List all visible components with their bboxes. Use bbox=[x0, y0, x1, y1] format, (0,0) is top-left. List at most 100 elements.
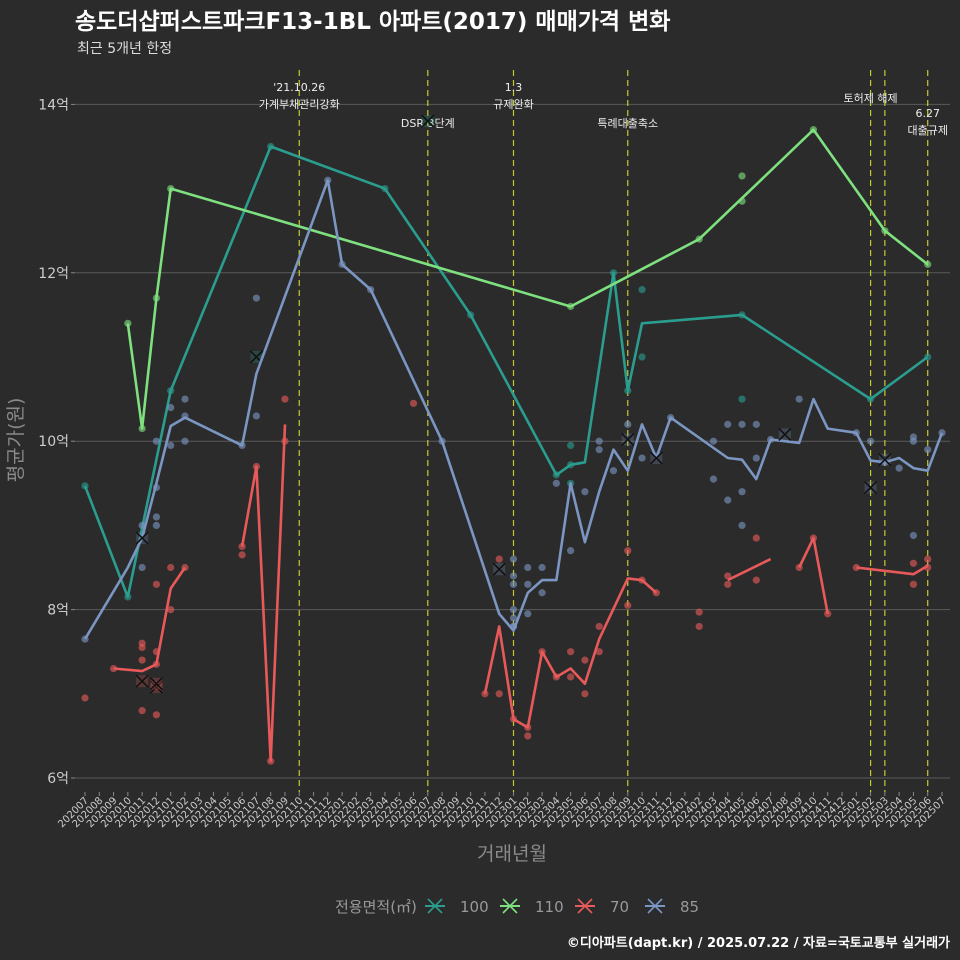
series-line bbox=[856, 564, 929, 576]
cancelled-mark bbox=[492, 562, 506, 576]
data-point bbox=[138, 707, 146, 715]
data-point bbox=[167, 563, 175, 572]
series-line bbox=[83, 178, 944, 640]
y-axis: 6억 8억 10억 12억 14억 bbox=[38, 97, 75, 787]
event-label: 가계부채관리강화 bbox=[259, 98, 340, 111]
data-point bbox=[167, 606, 175, 614]
caption: ©디아파트(dapt.kr) / 2025.07.22 / 자료=국토교통부 실… bbox=[567, 935, 950, 951]
y-tick-label: 14억 bbox=[38, 97, 69, 113]
data-point bbox=[552, 479, 560, 487]
data-point bbox=[795, 395, 803, 403]
data-point bbox=[724, 580, 732, 588]
event-label: 1.3 bbox=[505, 81, 523, 94]
series-line bbox=[126, 128, 929, 430]
data-point bbox=[152, 711, 161, 719]
data-point bbox=[152, 437, 161, 445]
legend-label: 110 bbox=[535, 898, 564, 916]
data-point bbox=[924, 555, 932, 563]
data-point bbox=[581, 656, 589, 664]
cancelled-mark bbox=[249, 350, 263, 364]
y-axis-title: 평균가(원) bbox=[5, 398, 27, 483]
data-point bbox=[509, 614, 518, 622]
data-point bbox=[567, 547, 575, 555]
data-point bbox=[281, 395, 289, 403]
data-point bbox=[738, 521, 746, 530]
cancelled-mark bbox=[135, 674, 149, 688]
y-tick-label: 12억 bbox=[38, 266, 69, 282]
cancelled-mark bbox=[135, 531, 149, 545]
legend: 전용면적(㎡) 100 110 70 85 bbox=[335, 898, 699, 916]
plot-panel bbox=[75, 70, 950, 792]
data-point bbox=[895, 464, 903, 472]
cancelled-mark bbox=[878, 453, 892, 467]
data-point bbox=[167, 403, 175, 412]
series-70 bbox=[81, 395, 932, 765]
data-point bbox=[638, 286, 646, 294]
legend-title: 전용면적(㎡) bbox=[335, 898, 417, 916]
data-point bbox=[167, 441, 175, 450]
data-point bbox=[81, 694, 89, 702]
data-point bbox=[567, 673, 575, 681]
data-point bbox=[138, 639, 146, 647]
data-point bbox=[752, 534, 760, 542]
event-label: DSR 3단계 bbox=[401, 117, 455, 130]
data-point bbox=[495, 690, 503, 698]
data-point bbox=[152, 513, 161, 521]
data-point bbox=[909, 580, 918, 588]
data-point bbox=[524, 580, 532, 588]
series-line bbox=[798, 536, 829, 615]
data-point bbox=[252, 294, 260, 302]
cancelled-mark bbox=[149, 677, 163, 691]
data-point bbox=[138, 563, 146, 572]
cancelled-mark bbox=[649, 451, 663, 465]
data-point bbox=[624, 547, 632, 555]
data-point bbox=[738, 172, 746, 180]
data-point bbox=[752, 454, 760, 462]
data-point bbox=[509, 606, 518, 614]
legend-label: 100 bbox=[460, 898, 489, 916]
y-tick-label: 10억 bbox=[38, 434, 69, 450]
y-tick-label: 8억 bbox=[47, 603, 69, 619]
data-point bbox=[181, 437, 189, 445]
cancelled-mark bbox=[621, 432, 635, 447]
event-label: '21.10.26 bbox=[273, 81, 325, 94]
data-point bbox=[638, 353, 646, 361]
data-point bbox=[638, 454, 646, 462]
data-point bbox=[181, 395, 189, 403]
data-point bbox=[909, 437, 918, 445]
series-100 bbox=[81, 114, 932, 601]
data-point bbox=[252, 412, 260, 420]
data-point bbox=[409, 399, 418, 407]
data-point bbox=[567, 648, 575, 656]
data-point bbox=[738, 395, 746, 403]
data-point bbox=[709, 437, 718, 445]
data-point bbox=[524, 732, 532, 740]
data-point bbox=[695, 608, 703, 616]
data-point bbox=[924, 446, 932, 454]
cancelled-mark bbox=[421, 114, 435, 128]
series-line bbox=[483, 577, 658, 729]
event-label: 6.27 bbox=[915, 107, 940, 120]
data-point bbox=[581, 488, 589, 496]
event-label: 규제완화 bbox=[493, 98, 533, 111]
data-point bbox=[738, 488, 746, 496]
data-point bbox=[495, 555, 503, 563]
data-point bbox=[152, 521, 161, 530]
data-point bbox=[595, 648, 603, 656]
data-point bbox=[109, 664, 118, 673]
x-axis: 2020072020082020092020102020112020122021… bbox=[56, 792, 948, 830]
series-layer bbox=[81, 114, 946, 765]
data-point bbox=[724, 420, 732, 428]
data-point bbox=[581, 690, 589, 698]
gridlines bbox=[75, 103, 950, 779]
data-point bbox=[509, 572, 518, 580]
y-tick-label: 6억 bbox=[47, 771, 69, 787]
data-point bbox=[624, 420, 632, 428]
chart-subtitle: 최근 5개년 한정 bbox=[77, 41, 172, 57]
series-85 bbox=[81, 176, 946, 643]
data-point bbox=[524, 610, 532, 618]
data-point bbox=[595, 622, 603, 631]
data-point bbox=[752, 576, 760, 584]
